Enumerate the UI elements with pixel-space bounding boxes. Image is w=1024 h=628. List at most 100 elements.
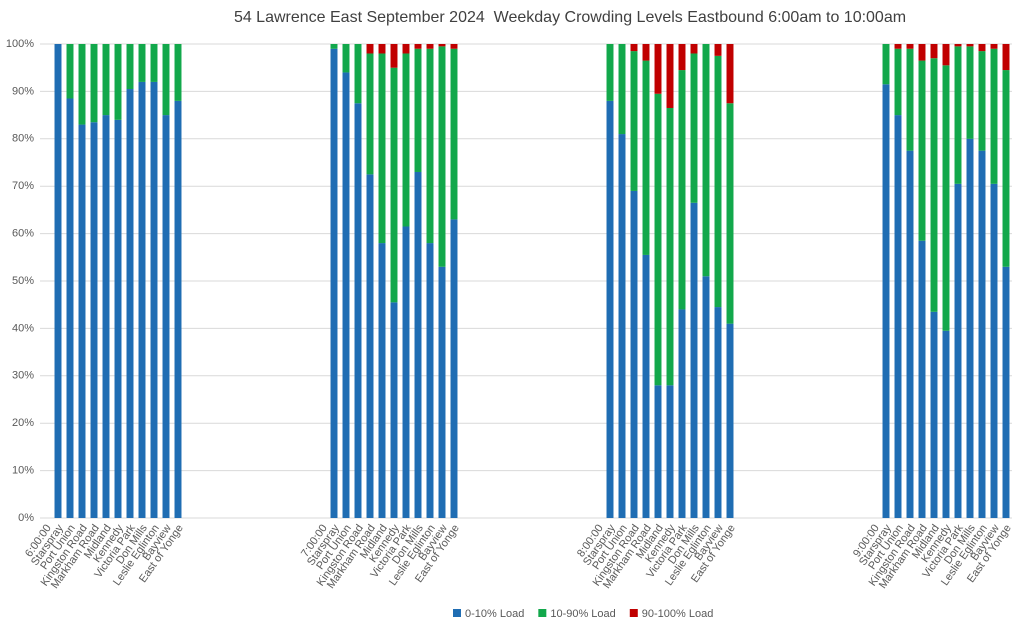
- bar-segment: [150, 81, 158, 519]
- bar-segment: [702, 276, 710, 518]
- y-tick-label: 60%: [12, 228, 34, 240]
- bar-segment: [966, 138, 974, 519]
- bar-segment: [438, 46, 446, 267]
- bar-segment: [678, 309, 686, 518]
- bar-segment: [630, 190, 638, 518]
- bar-segment: [954, 46, 962, 184]
- bar-segment: [438, 266, 446, 518]
- bar-segment: [894, 48, 902, 116]
- bar-segment: [930, 44, 938, 59]
- bar-segment: [54, 44, 62, 518]
- bar-segment: [690, 44, 698, 54]
- bar-segment: [390, 44, 398, 68]
- y-tick-label: 50%: [12, 275, 34, 287]
- bar-segment: [990, 44, 998, 49]
- bar-segment: [402, 226, 410, 519]
- bar-segment: [642, 60, 650, 255]
- bar-segment: [666, 44, 674, 108]
- y-tick-label: 40%: [12, 322, 34, 334]
- bar-segment: [726, 103, 734, 324]
- bar-segment: [378, 44, 386, 54]
- y-tick-label: 90%: [12, 85, 34, 97]
- bar-segment: [906, 44, 914, 49]
- bar-segment: [426, 44, 434, 49]
- bar-segment: [894, 115, 902, 518]
- bar-segment: [606, 100, 614, 518]
- bar-segment: [426, 243, 434, 518]
- bar-segment: [726, 323, 734, 518]
- bar-segment: [882, 84, 890, 518]
- bar-segment: [714, 55, 722, 308]
- bar-segment: [402, 44, 410, 54]
- bar-segment: [966, 44, 974, 47]
- bar-segment: [654, 44, 662, 94]
- bar-segment: [378, 53, 386, 244]
- bar-segment: [894, 44, 902, 49]
- bar-segment: [690, 53, 698, 203]
- bar-segment: [666, 385, 674, 518]
- bar-segment: [126, 89, 134, 518]
- bar-segment: [438, 44, 446, 47]
- bar-segment: [138, 81, 146, 519]
- bar-segment: [714, 307, 722, 518]
- bar-segment: [666, 107, 674, 386]
- bar-segment: [342, 72, 350, 518]
- bar-segment: [114, 44, 122, 120]
- bar-segment: [990, 48, 998, 184]
- bar-segment: [366, 44, 374, 54]
- bar-segment: [918, 60, 926, 241]
- bar-segment: [678, 70, 686, 310]
- bar-segment: [990, 183, 998, 518]
- bar-segment: [654, 93, 662, 386]
- bar-segment: [354, 44, 362, 104]
- bar-segment: [366, 53, 374, 175]
- bar-segment: [618, 134, 626, 518]
- legend-label: 10-90% Load: [550, 608, 615, 620]
- bar-segment: [942, 330, 950, 518]
- bar-segment: [606, 44, 614, 101]
- bar-segment: [90, 122, 98, 519]
- bar-segment: [414, 44, 422, 49]
- bar-segment: [102, 115, 110, 518]
- bar-segment: [954, 44, 962, 47]
- bar-segment: [942, 44, 950, 66]
- bar-segment: [930, 311, 938, 518]
- y-tick-label: 100%: [6, 38, 34, 50]
- bar-segment: [174, 44, 182, 101]
- bar-segment: [330, 48, 338, 519]
- y-tick-label: 80%: [12, 133, 34, 145]
- bar-segment: [678, 44, 686, 71]
- bar-segment: [978, 150, 986, 518]
- bar-segment: [618, 44, 626, 135]
- bar-segment: [126, 44, 134, 90]
- bar-segment: [342, 44, 350, 73]
- bar-segment: [390, 302, 398, 518]
- bar-segment: [642, 44, 650, 61]
- bar-segment: [162, 115, 170, 518]
- bar-segment: [78, 124, 86, 518]
- y-tick-label: 0%: [18, 512, 34, 524]
- legend-label: 90-100% Load: [642, 608, 714, 620]
- bar-segment: [330, 44, 338, 49]
- bar-segment: [114, 119, 122, 518]
- bar-segment: [918, 240, 926, 518]
- bar-segment: [366, 174, 374, 518]
- bar-segment: [450, 219, 458, 518]
- bar-segment: [942, 65, 950, 331]
- bar-segment: [954, 183, 962, 518]
- bar-segment: [102, 44, 110, 116]
- bar-segment: [930, 58, 938, 312]
- bar-segment: [1002, 70, 1010, 267]
- bar-segment: [978, 51, 986, 151]
- bar-segment: [402, 53, 410, 227]
- y-tick-label: 30%: [12, 370, 34, 382]
- bar-segment: [906, 48, 914, 151]
- bar-segment: [378, 243, 386, 518]
- bar-segment: [966, 46, 974, 139]
- bar-segment: [414, 48, 422, 172]
- bar-segment: [150, 44, 158, 82]
- bar-segment: [414, 171, 422, 519]
- bar-segment: [1002, 266, 1010, 518]
- bar-segment: [450, 48, 458, 220]
